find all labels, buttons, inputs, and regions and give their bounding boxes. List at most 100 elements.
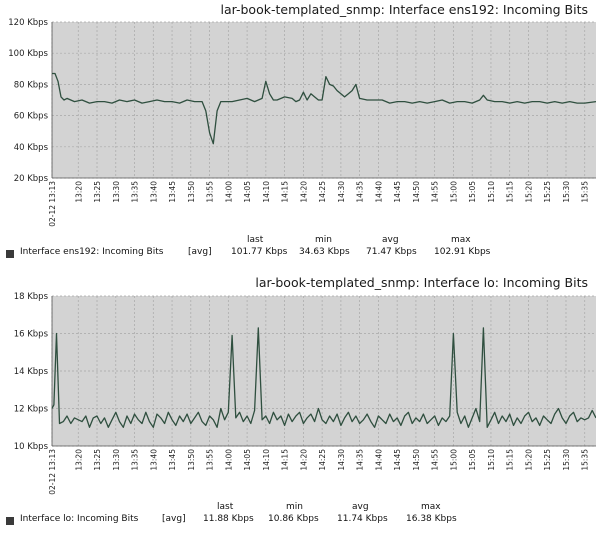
x-tick-label: 14:55 xyxy=(431,449,440,471)
legend-header-last: last xyxy=(247,235,264,245)
legend-value-max: 102.91 Kbps xyxy=(434,247,491,257)
x-tick-label: 15:30 xyxy=(562,181,571,203)
legend-header-avg: avg xyxy=(382,235,399,245)
plot-area xyxy=(52,22,596,178)
y-tick-label: 40 Kbps xyxy=(14,143,49,153)
legend-aggregation: [avg] xyxy=(188,247,212,257)
x-tick-label: 14:15 xyxy=(281,181,290,203)
x-tick-label: 14:00 xyxy=(224,449,233,471)
legend-swatch xyxy=(6,517,14,525)
x-tick-label: 13:20 xyxy=(74,449,83,471)
x-tick-label: 14:30 xyxy=(337,449,346,471)
x-tick-label: 13:25 xyxy=(93,181,102,203)
x-tick-label: 15:15 xyxy=(506,449,515,471)
legend-header-max: max xyxy=(421,502,441,512)
legend-series-name: Interface ens192: Incoming Bits xyxy=(20,247,164,257)
legend-header-avg: avg xyxy=(352,502,369,512)
x-tick-label: 13:30 xyxy=(112,181,121,203)
legend-value-max: 16.38 Kbps xyxy=(406,514,457,524)
legend-header-last: last xyxy=(217,502,234,512)
x-tick-label: 15:15 xyxy=(506,181,515,203)
legend-value-avg: 71.47 Kbps xyxy=(366,247,417,257)
x-tick-label: 13:40 xyxy=(149,449,158,471)
x-tick-label: 14:00 xyxy=(224,181,233,203)
x-tick-label: 13:40 xyxy=(149,181,158,203)
graph-ens192: lar-book-templated_snmp: Interface ens19… xyxy=(0,0,596,262)
x-tick-label: 14:15 xyxy=(281,449,290,471)
legend-header-min: min xyxy=(286,502,303,512)
x-tick-label: 13:45 xyxy=(168,181,177,203)
x-tick-label: 13:35 xyxy=(131,181,140,203)
x-tick-label: 14:05 xyxy=(243,449,252,471)
x-tick-label: 13:20 xyxy=(74,181,83,203)
x-tick-label: 13:50 xyxy=(187,181,196,203)
x-tick-label: 15:00 xyxy=(449,449,458,471)
x-tick-label: 14:40 xyxy=(374,449,383,471)
legend-aggregation: [avg] xyxy=(162,514,186,524)
x-tick-label: 14:35 xyxy=(356,181,365,203)
x-tick-label: 15:10 xyxy=(487,449,496,471)
x-tick-label: 14:50 xyxy=(412,449,421,471)
legend-value-min: 10.86 Kbps xyxy=(268,514,319,524)
x-tick-label: 14:20 xyxy=(299,181,308,203)
legend-value-min: 34.63 Kbps xyxy=(299,247,350,257)
y-tick-label: 100 Kbps xyxy=(8,49,48,59)
legend-lo: Interface lo: Incoming Bits [avg] last m… xyxy=(6,502,590,528)
x-tick-label: 13:45 xyxy=(168,449,177,471)
x-tick-label: 15:30 xyxy=(562,449,571,471)
x-tick-label: 15:05 xyxy=(468,181,477,203)
x-tick-label: 14:55 xyxy=(431,181,440,203)
x-tick-label: 14:10 xyxy=(262,181,271,203)
legend-header-max: max xyxy=(451,235,471,245)
y-tick-label: 80 Kbps xyxy=(14,80,49,90)
x-tick-label: 13:35 xyxy=(131,449,140,471)
x-tick-label: 15:00 xyxy=(449,181,458,203)
graph-lo: lar-book-templated_snmp: Interface lo: I… xyxy=(0,268,596,535)
x-tick-label: 15:10 xyxy=(487,181,496,203)
y-tick-label: 60 Kbps xyxy=(14,112,49,122)
x-tick-label: 13:30 xyxy=(112,449,121,471)
y-tick-label: 16 Kbps xyxy=(14,330,49,340)
x-tick-label: 14:35 xyxy=(356,449,365,471)
chart-title: lar-book-templated_snmp: Interface lo: I… xyxy=(255,275,588,290)
legend-header-min: min xyxy=(315,235,332,245)
x-tick-label: 15:25 xyxy=(543,449,552,471)
legend-value-last: 101.77 Kbps xyxy=(231,247,288,257)
x-tick-label: 13:55 xyxy=(206,449,215,471)
x-tick-label: 14:45 xyxy=(393,449,402,471)
x-tick-label: 15:20 xyxy=(524,181,533,203)
x-tick-label: 14:40 xyxy=(374,181,383,203)
x-tick-label: 13:25 xyxy=(93,449,102,471)
y-tick-label: 20 Kbps xyxy=(14,174,49,184)
chart-plot-lo: 10 Kbps 12 Kbps 14 Kbps 16 Kbps 18 Kbps 02-12… xyxy=(14,292,596,495)
legend-value-avg: 11.74 Kbps xyxy=(337,514,388,524)
legend-ens192: Interface ens192: Incoming Bits [avg] la… xyxy=(6,235,590,261)
chart-title: lar-book-templated_snmp: Interface ens19… xyxy=(220,2,588,17)
chart-plot-ens192: 20 Kbps 40 Kbps 60 Kbps 80 Kbps 100 Kbps 120 … xyxy=(8,18,596,227)
series-line-lo xyxy=(51,327,596,428)
x-tick-label: 14:30 xyxy=(337,181,346,203)
x-tick-label: 14:25 xyxy=(318,449,327,471)
x-tick-label: 13:55 xyxy=(206,181,215,203)
legend-value-last: 11.88 Kbps xyxy=(203,514,254,524)
x-tick-label: 15:05 xyxy=(468,449,477,471)
x-tick-label: 15:20 xyxy=(524,449,533,471)
series-line-ens192 xyxy=(52,72,596,145)
y-tick-label: 12 Kbps xyxy=(14,405,49,415)
y-tick-label: 18 Kbps xyxy=(14,292,49,302)
x-tick-label: 14:20 xyxy=(299,449,308,471)
x-tick-label: 02-12 13:13 xyxy=(48,449,57,495)
x-tick-label: 02-12 13:13 xyxy=(48,181,57,227)
x-tick-label: 14:05 xyxy=(243,181,252,203)
x-tick-label: 13:50 xyxy=(187,449,196,471)
x-tick-label: 15:25 xyxy=(543,181,552,203)
x-tick-label: 14:45 xyxy=(393,181,402,203)
legend-swatch xyxy=(6,250,14,258)
x-tick-label: 14:10 xyxy=(262,449,271,471)
y-tick-label: 10 Kbps xyxy=(14,442,49,452)
x-tick-label: 14:50 xyxy=(412,181,421,203)
x-tick-label: 14:25 xyxy=(318,181,327,203)
legend-series-name: Interface lo: Incoming Bits xyxy=(20,514,139,524)
x-tick-label: 15:35 xyxy=(581,449,590,471)
y-tick-label: 14 Kbps xyxy=(14,367,49,377)
